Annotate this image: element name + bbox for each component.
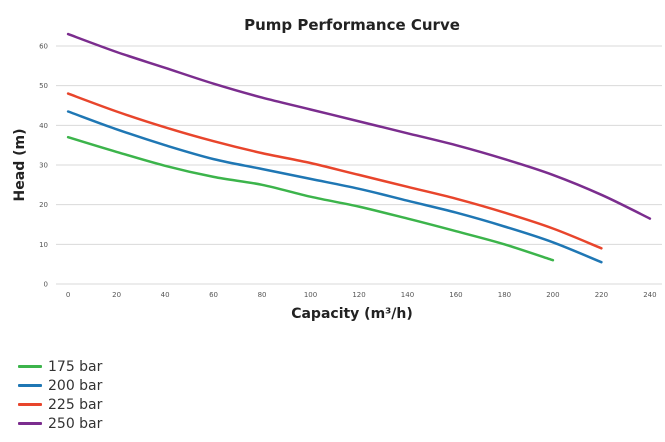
x-tick-label: 200 — [546, 291, 559, 299]
x-tick-label: 160 — [449, 291, 462, 299]
x-tick-label: 220 — [595, 291, 608, 299]
y-tick-label: 0 — [44, 281, 48, 289]
legend-item: 175 bar — [18, 357, 102, 376]
x-tick-label: 80 — [258, 291, 267, 299]
grid — [56, 45, 662, 285]
legend: 175 bar 200 bar 225 bar 250 bar — [18, 357, 102, 433]
legend-swatch — [18, 384, 42, 387]
legend-label: 250 bar — [48, 415, 103, 432]
legend-item: 250 bar — [18, 414, 102, 433]
legend-label: 175 bar — [48, 358, 103, 375]
x-tick-label: 0 — [66, 291, 70, 299]
series-line-225-bar — [66, 92, 603, 250]
y-axis-label: Head (m) — [12, 129, 28, 202]
legend-label: 225 bar — [48, 396, 103, 413]
legend-item: 200 bar — [18, 376, 102, 395]
legend-label: 200 bar — [48, 377, 103, 394]
x-tick-label: 100 — [304, 291, 317, 299]
y-axis-ticks: 0 10 20 30 40 50 60 — [39, 43, 48, 289]
y-tick-label: 20 — [39, 201, 48, 209]
y-tick-label: 10 — [39, 241, 48, 249]
series-line-200-bar — [66, 110, 603, 264]
x-tick-label: 60 — [209, 291, 218, 299]
y-tick-label: 60 — [39, 43, 48, 51]
legend-swatch — [18, 403, 42, 406]
x-tick-label: 20 — [112, 291, 121, 299]
x-tick-label: 40 — [161, 291, 170, 299]
series-lines — [66, 32, 652, 264]
x-tick-label: 240 — [643, 291, 656, 299]
series-line-250-bar — [66, 32, 652, 220]
x-axis-label: Capacity (m³/h) — [291, 306, 413, 322]
x-tick-label: 140 — [401, 291, 414, 299]
x-tick-label: 180 — [498, 291, 511, 299]
legend-swatch — [18, 422, 42, 425]
legend-item: 225 bar — [18, 395, 102, 414]
x-axis-ticks: 0 20 40 60 80 100 120 140 160 180 200 220 240 — [66, 291, 657, 299]
series-line-175-bar — [66, 135, 555, 262]
y-tick-label: 30 — [39, 162, 48, 170]
y-tick-label: 50 — [39, 82, 48, 90]
y-tick-label: 40 — [39, 122, 48, 130]
legend-swatch — [18, 365, 42, 368]
x-tick-label: 120 — [352, 291, 365, 299]
chart-title: Pump Performance Curve — [244, 16, 460, 34]
